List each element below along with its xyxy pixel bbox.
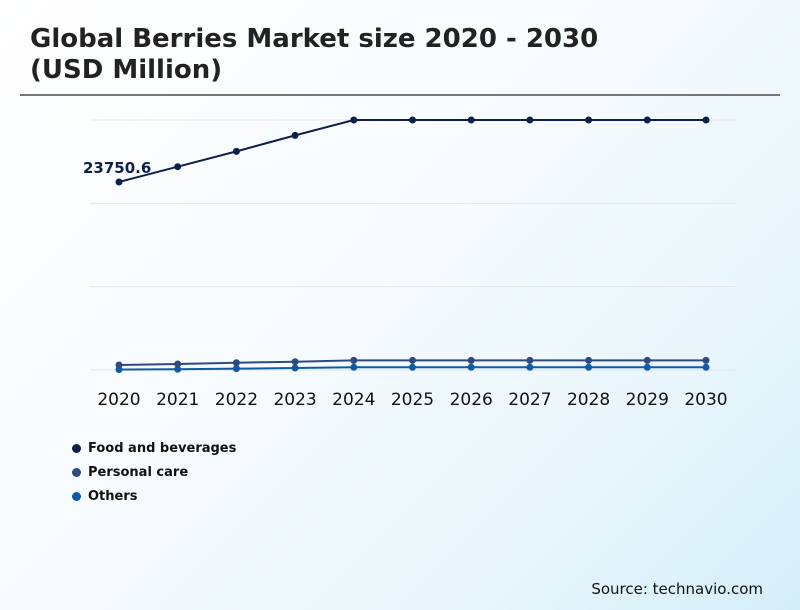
data-point[interactable]	[409, 356, 416, 364]
series-others	[115, 363, 710, 374]
data-point[interactable]	[291, 131, 299, 139]
data-point[interactable]	[174, 360, 182, 368]
data-point[interactable]	[702, 116, 710, 124]
legend-label: Others	[88, 488, 138, 504]
title-line-1: Global Berries Market size 2020 - 2030	[30, 24, 599, 54]
data-point[interactable]	[409, 116, 416, 124]
data-point[interactable]	[467, 363, 475, 371]
title-line-2: (USD Million)	[30, 55, 223, 85]
data-point[interactable]	[291, 358, 299, 366]
data-point[interactable]	[585, 116, 593, 124]
data-point[interactable]	[174, 365, 182, 373]
x-tick-label: 2026	[450, 390, 493, 410]
x-tick-label: 2023	[273, 390, 316, 410]
legend-dot	[72, 443, 81, 453]
source-text: Source: technavio.com	[591, 580, 763, 598]
data-point[interactable]	[526, 116, 534, 124]
data-point[interactable]	[526, 363, 534, 371]
data-point[interactable]	[115, 178, 123, 186]
x-tick-label: 2025	[391, 390, 434, 410]
x-tick-label: 2022	[215, 390, 258, 410]
legend: Food and beverages Personal care Others	[72, 436, 236, 508]
data-point[interactable]	[585, 356, 593, 364]
data-point[interactable]	[409, 363, 416, 371]
x-tick-label: 2024	[332, 390, 375, 410]
data-point[interactable]	[643, 116, 651, 124]
data-point[interactable]	[115, 361, 123, 369]
legend-item-others[interactable]: Others	[72, 484, 236, 508]
x-tick-label: 2027	[508, 390, 551, 410]
x-tick-label: 2030	[684, 390, 727, 410]
data-point[interactable]	[467, 116, 475, 124]
legend-label: Food and beverages	[88, 440, 237, 456]
x-tick-label: 2028	[567, 390, 610, 410]
legend-dot	[72, 467, 81, 477]
series-food-and-beverages	[115, 116, 710, 186]
legend-item-food[interactable]: Food and beverages	[72, 436, 236, 460]
data-point[interactable]	[174, 163, 182, 171]
data-point[interactable]	[643, 356, 651, 364]
data-point[interactable]	[232, 365, 240, 373]
data-point[interactable]	[291, 364, 299, 372]
series-personal-care	[115, 356, 710, 369]
data-point[interactable]	[702, 363, 710, 371]
data-point[interactable]	[232, 147, 240, 155]
data-point[interactable]	[585, 363, 593, 371]
data-point[interactable]	[350, 363, 358, 371]
data-point[interactable]	[232, 359, 240, 367]
chart-title: Global Berries Market size 2020 - 2030 (…	[30, 24, 598, 86]
series-line	[118, 119, 706, 183]
title-divider	[20, 94, 780, 96]
data-label: 23750.6	[83, 159, 151, 177]
legend-item-personal-care[interactable]: Personal care	[72, 460, 236, 484]
data-point[interactable]	[350, 116, 358, 124]
data-point[interactable]	[702, 356, 710, 364]
data-point[interactable]	[643, 363, 651, 371]
data-point[interactable]	[350, 356, 358, 364]
legend-dot	[72, 491, 81, 501]
x-tick-label: 2020	[97, 390, 140, 410]
x-tick-label: 2021	[156, 390, 199, 410]
legend-label: Personal care	[88, 464, 189, 480]
data-point[interactable]	[467, 356, 475, 364]
x-tick-label: 2029	[626, 390, 669, 410]
data-point[interactable]	[526, 356, 534, 364]
